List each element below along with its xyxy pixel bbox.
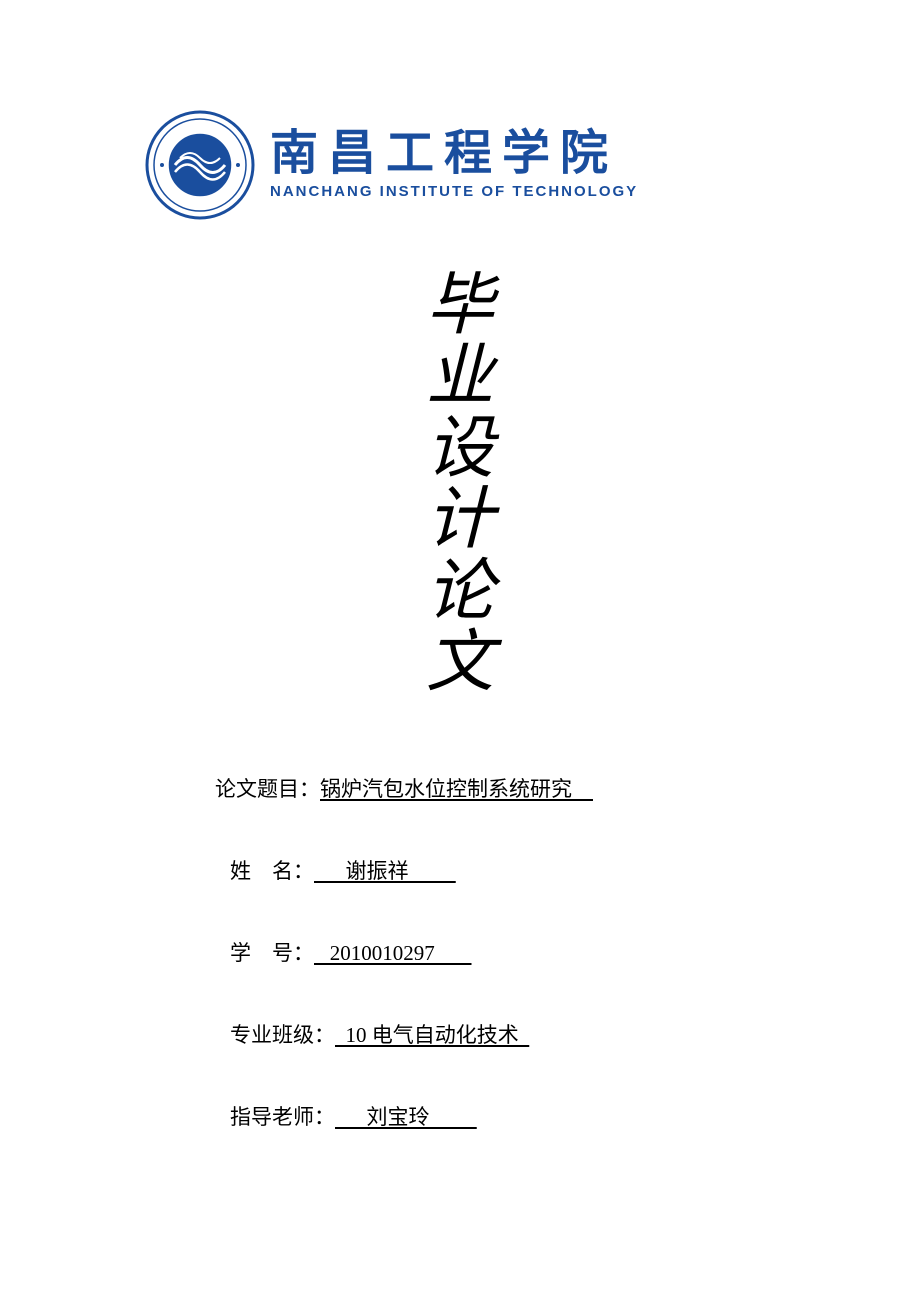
class-row: 专业班级： 10 电气自动化技术: [230, 1019, 820, 1049]
topic-value: 锅炉汽包水位控制系统研究: [320, 773, 593, 803]
document-page: 南昌工程学院 NANCHANG INSTITUTE OF TECHNOLOGY …: [0, 0, 920, 1302]
institute-name-block: 南昌工程学院 NANCHANG INSTITUTE OF TECHNOLOGY: [270, 130, 638, 200]
teacher-row: 指导老师： 刘宝玲: [230, 1101, 820, 1131]
teacher-value: 刘宝玲: [335, 1101, 477, 1131]
title-char: 毕: [100, 270, 820, 341]
teacher-label: 指导老师：: [230, 1101, 335, 1131]
title-char: 计: [100, 484, 820, 555]
title-char: 设: [100, 413, 820, 484]
institute-seal-icon: [145, 110, 255, 220]
id-value: 2010010297: [314, 941, 472, 966]
class-label: 专业班级：: [230, 1019, 335, 1049]
title-char: 业: [100, 341, 820, 412]
topic-label: 论文题目：: [215, 773, 320, 803]
institute-english-name: NANCHANG INSTITUTE OF TECHNOLOGY: [270, 183, 638, 200]
name-row: 姓 名： 谢振祥: [230, 855, 820, 885]
institute-header: 南昌工程学院 NANCHANG INSTITUTE OF TECHNOLOGY: [145, 110, 820, 220]
title-char: 文: [100, 627, 820, 698]
main-title: 毕 业 设 计 论 文: [100, 270, 820, 698]
class-value: 10 电气自动化技术: [335, 1019, 529, 1049]
institute-chinese-name: 南昌工程学院: [270, 130, 638, 178]
id-label: 学 号：: [230, 937, 314, 967]
id-row: 学 号： 2010010297: [230, 937, 820, 967]
name-label: 姓 名：: [230, 855, 314, 885]
name-value: 谢振祥: [314, 855, 456, 885]
info-section: 论文题目： 锅炉汽包水位控制系统研究 姓 名： 谢振祥 学 号： 2010010…: [215, 773, 820, 1131]
title-char: 论: [100, 556, 820, 627]
topic-row: 论文题目： 锅炉汽包水位控制系统研究: [215, 773, 820, 803]
